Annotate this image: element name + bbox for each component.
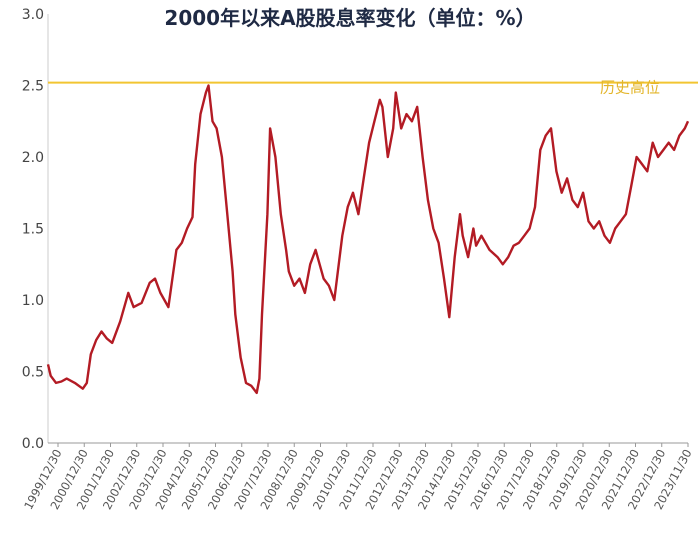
y-tick-label: 2.5 — [22, 79, 44, 95]
y-tick-label: 2.0 — [22, 150, 44, 166]
x-axis-ticks: 1999/12/302000/12/302001/12/302002/12/30… — [21, 443, 695, 512]
dividend-yield-series-line — [46, 84, 690, 395]
y-tick-label: 1.5 — [22, 222, 44, 238]
y-tick-label: 1.0 — [22, 293, 44, 309]
y-tick-label: 0.5 — [22, 365, 44, 381]
historical-high-label: 历史高位 — [600, 79, 660, 97]
y-axis-ticks: 0.0 0.5 1.0 1.5 2.0 2.5 3.0 — [22, 7, 44, 452]
y-tick-label: 0.0 — [22, 436, 44, 452]
chart-title: 2000年以来A股股息率变化（单位：%） — [164, 6, 536, 30]
y-tick-label: 3.0 — [22, 7, 44, 23]
